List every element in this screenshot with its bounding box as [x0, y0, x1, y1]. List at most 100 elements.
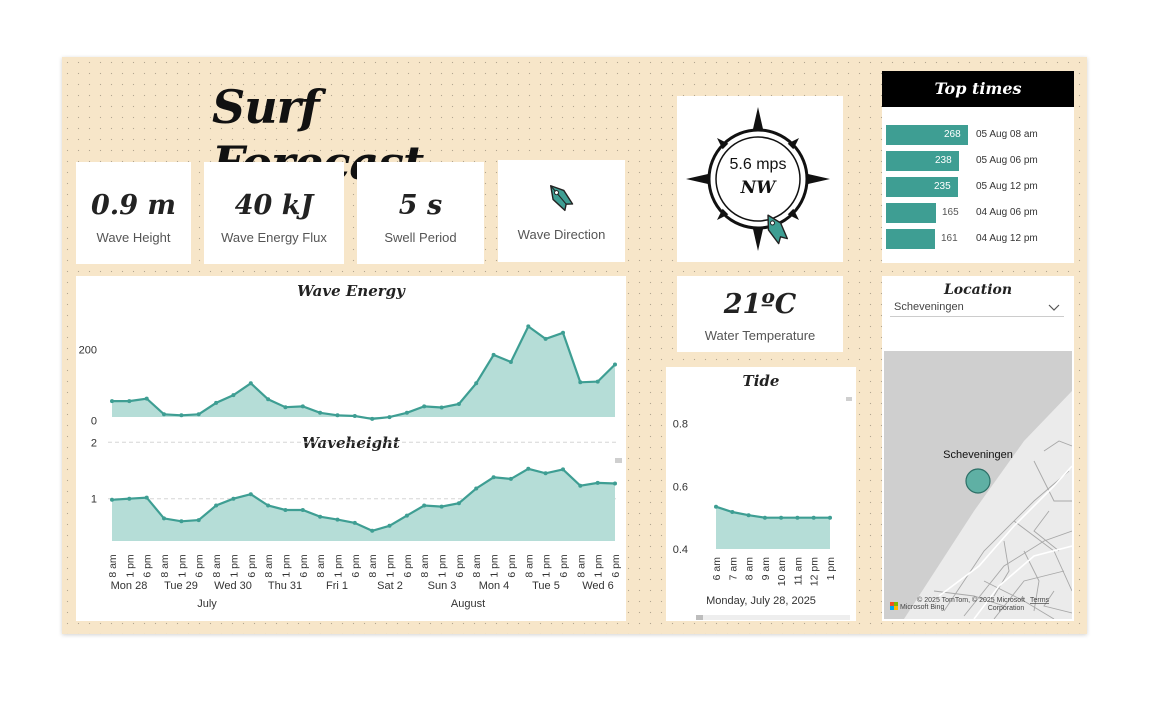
- top-times-date: 05 Aug 12 pm: [976, 181, 1038, 192]
- x-tick-label: 8 am: [263, 554, 275, 578]
- data-point: [508, 476, 513, 481]
- data-point: [144, 495, 149, 500]
- data-point: [811, 515, 816, 520]
- top-times-date: 04 Aug 06 pm: [976, 207, 1038, 218]
- top-times-title: Top times: [882, 71, 1074, 107]
- data-point: [746, 513, 751, 518]
- data-point: [508, 360, 513, 364]
- data-point: [162, 516, 166, 521]
- x-tick-label: 6 pm: [298, 554, 310, 578]
- wave-direction-card[interactable]: Wave Direction: [498, 160, 625, 262]
- kpi-label: Wave Energy Flux: [221, 230, 327, 245]
- data-point: [578, 483, 583, 488]
- data-point: [318, 514, 323, 519]
- data-point: [456, 402, 461, 406]
- y-tick-label: 0: [91, 416, 97, 428]
- data-point: [231, 496, 236, 501]
- x-tick-label: 6 pm: [350, 554, 362, 578]
- series-line: [111, 467, 616, 532]
- data-point: [561, 467, 565, 472]
- data-point: [162, 412, 166, 417]
- wave-charts-card[interactable]: Wave Energy 0 200 Waveheight 1 2 8 am 1 pm 6 pm 8…: [76, 276, 626, 621]
- x-tick-label: 6 pm: [142, 554, 154, 578]
- water-temperature-value: 21ºC: [723, 289, 797, 320]
- series-area: [716, 506, 830, 549]
- wind-compass-card[interactable]: 5.6 mps NW: [677, 96, 843, 262]
- series-area: [112, 468, 615, 541]
- x-tick-label: 1 pm: [332, 554, 344, 578]
- data-point: [387, 415, 392, 420]
- tide-chart-card[interactable]: Tide 0.4 0.6 0.8 6 am 7 am 8 am 9 am 10 am 11 am 1…: [666, 367, 856, 621]
- data-point: [404, 410, 409, 415]
- x-tick-label: 1 pm: [228, 554, 240, 578]
- y-tick-label: 200: [79, 345, 97, 357]
- location-select[interactable]: Scheveningen: [890, 299, 1064, 317]
- data-point: [266, 397, 271, 402]
- location-map[interactable]: Scheveningen Microsoft Bing © 2025 TomTo…: [884, 351, 1072, 619]
- day-label: Wed 6: [582, 580, 614, 592]
- top-times-value: 161: [941, 233, 958, 244]
- day-label: Fri 1: [326, 580, 348, 592]
- kpi-swell-period-card[interactable]: 5 s Swell Period: [357, 162, 484, 264]
- wave-energy-title: Wave Energy: [297, 282, 406, 300]
- kpi-wave-energy-flux-card[interactable]: 40 kJ Wave Energy Flux: [204, 162, 344, 264]
- x-tick-label: 1 pm: [489, 554, 501, 578]
- day-label: Thu 31: [268, 580, 302, 592]
- data-point: [714, 504, 718, 509]
- data-point: [422, 404, 427, 409]
- x-tick-label: 8 am: [107, 554, 119, 578]
- scroll-indicator: [615, 458, 622, 463]
- day-label: Mon 28: [111, 580, 148, 592]
- compass-icon: [686, 107, 830, 251]
- top-times-value: 165: [942, 207, 959, 218]
- x-tick-label: 6 pm: [402, 554, 414, 578]
- data-point: [352, 520, 357, 525]
- x-tick-label: 6 pm: [558, 554, 570, 578]
- kpi-label: Swell Period: [384, 230, 457, 245]
- kpi-label: Wave Height: [96, 230, 171, 245]
- x-tick-label: 8 am: [471, 554, 483, 578]
- data-point: [300, 404, 305, 409]
- x-tick-label: 8 am: [315, 554, 327, 578]
- x-tick-label: 8 am: [523, 554, 535, 578]
- map-attribution-line1: © 2025 TomTom, © 2025 Microsoft: [917, 596, 1025, 604]
- top-times-value: 268: [944, 129, 961, 140]
- kpi-value: 5 s: [398, 190, 443, 221]
- x-tick-label: 9 am: [760, 557, 772, 581]
- wave-charts[interactable]: Wave Energy 0 200 Waveheight 1 2 8 am 1 pm 6 pm 8…: [76, 276, 626, 621]
- water-temperature-card[interactable]: 21ºC Water Temperature: [677, 276, 843, 352]
- tide-date-label: Monday, July 28, 2025: [706, 595, 816, 607]
- data-point: [795, 515, 800, 520]
- data-point: [456, 501, 461, 506]
- data-point: [828, 515, 832, 520]
- x-tick-label: 1 pm: [437, 554, 449, 578]
- data-point: [144, 396, 149, 401]
- tide-chart[interactable]: Tide 0.4 0.6 0.8 6 am 7 am 8 am 9 am 10 am 11 am 1…: [666, 367, 856, 621]
- kpi-wave-height-card[interactable]: 0.9 m Wave Height: [76, 162, 191, 264]
- top-times-card[interactable]: Top times 268 05 Aug 08 am 238 05 Aug 06 pm…: [882, 71, 1074, 263]
- data-point: [179, 413, 184, 418]
- x-tick-label: 1 pm: [385, 554, 397, 578]
- chevron-down-icon: [1048, 304, 1060, 311]
- x-tick-label: 7 am: [727, 557, 739, 581]
- data-point: [526, 466, 531, 471]
- top-times-bar: [886, 177, 958, 197]
- data-point: [779, 515, 784, 520]
- data-point: [110, 497, 114, 502]
- month-label: July: [197, 598, 217, 610]
- x-tick-label: 6 pm: [194, 554, 206, 578]
- data-point: [127, 496, 132, 501]
- data-point: [127, 399, 132, 404]
- day-label: Sat 2: [377, 580, 403, 592]
- location-card[interactable]: Location Scheveningen: [882, 276, 1074, 621]
- location-selected-value: Scheveningen: [894, 301, 964, 313]
- data-point: [543, 336, 548, 341]
- data-point: [730, 510, 735, 514]
- data-point: [595, 379, 600, 384]
- top-times-bar: [886, 125, 968, 145]
- kpi-value: 40 kJ: [234, 190, 314, 221]
- data-point: [491, 352, 496, 357]
- data-point: [179, 519, 184, 524]
- report-canvas: Surf Forecast 0.9 m Wave Height 40 kJ Wa…: [62, 57, 1087, 634]
- map-terms-link[interactable]: Terms: [1030, 597, 1050, 604]
